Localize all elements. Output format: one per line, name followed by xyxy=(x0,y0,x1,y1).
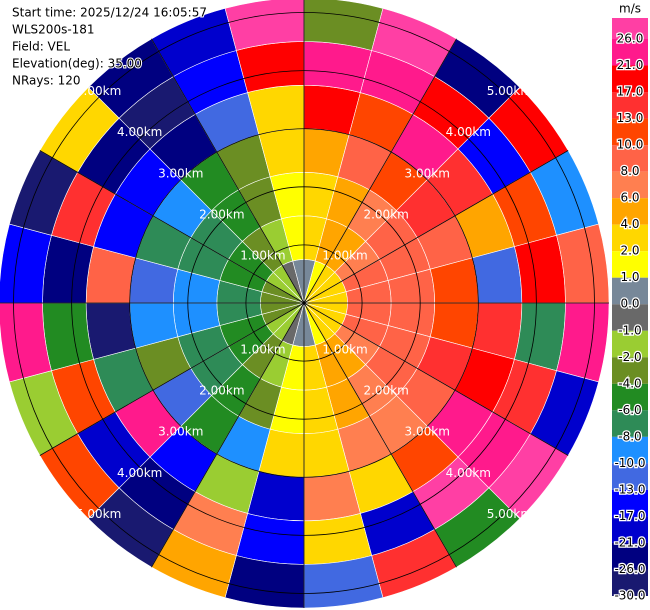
velocity-cell xyxy=(0,302,52,383)
colorbar-segment xyxy=(612,171,648,199)
range-label: 3.00km xyxy=(405,166,450,180)
colorbar-segment xyxy=(612,516,648,543)
range-label: 5.00km xyxy=(76,84,121,98)
colorbar-label: -2.0 xyxy=(618,350,641,364)
colorbar-segment xyxy=(612,569,648,596)
colorbar-segment xyxy=(612,463,648,490)
range-label: 5.00km xyxy=(487,507,532,521)
colorbar-label: -6.0 xyxy=(618,403,641,417)
colorbar-segment xyxy=(612,145,648,172)
colorbar-segment xyxy=(612,410,648,437)
range-label: 5.00km xyxy=(76,507,121,521)
colorbar-segment xyxy=(612,92,648,119)
colorbar-segment xyxy=(612,65,648,93)
velocity-cell xyxy=(303,513,373,565)
colorbar-label: 0.0 xyxy=(620,297,639,311)
range-label: 2.00km xyxy=(199,207,244,221)
azimuth-line xyxy=(151,302,305,568)
azimuth-line xyxy=(303,302,569,456)
azimuth-line xyxy=(303,150,569,304)
azimuth-line xyxy=(39,302,305,456)
velocity-cell xyxy=(514,234,566,304)
colorbar-label: 26.0 xyxy=(617,32,644,46)
colorbar-segment xyxy=(612,198,648,225)
colorbar-segment xyxy=(612,118,648,146)
colorbar-label: 17.0 xyxy=(617,85,644,99)
header: Start time: 2025/12/24 16:05:57 WLS200s-1… xyxy=(11,5,208,89)
colorbar-unit: m/s xyxy=(619,2,641,16)
colorbar-segment xyxy=(612,436,648,464)
colorbar-label: 4.0 xyxy=(620,217,639,231)
colorbar-label: -1.0 xyxy=(618,323,641,337)
header-line: NRays: 120 xyxy=(12,74,81,88)
colorbar-segment xyxy=(612,542,648,570)
range-label: 2.00km xyxy=(363,384,408,398)
colorbar-label: 2.0 xyxy=(620,244,639,258)
range-label: 4.00km xyxy=(117,125,162,139)
colorbar-segment xyxy=(612,224,648,252)
colorbar-label: 21.0 xyxy=(617,58,644,72)
header-line: Elevation(deg): 35.00 xyxy=(12,57,142,71)
colorbar-segment xyxy=(612,330,648,358)
range-label: 1.00km xyxy=(240,343,285,357)
velocity-cell xyxy=(514,302,566,372)
colorbar-segment xyxy=(612,277,648,305)
colorbar-label: -26.0 xyxy=(614,562,645,576)
velocity-cell xyxy=(235,41,305,93)
azimuth-line xyxy=(303,302,457,568)
colorbar-label: -13.0 xyxy=(614,482,645,496)
range-label: 3.00km xyxy=(158,166,203,180)
colorbar-label: -30.0 xyxy=(614,589,645,603)
range-label: 5.00km xyxy=(487,84,532,98)
velocity-cell xyxy=(224,0,305,51)
header-line: Start time: 2025/12/24 16:05:57 xyxy=(12,6,207,20)
header-line: WLS200s-181 xyxy=(12,23,95,37)
colorbar-label: 8.0 xyxy=(620,164,639,178)
header-line: Field: VEL xyxy=(12,40,70,54)
azimuth-line xyxy=(39,150,305,304)
range-label: 3.00km xyxy=(158,425,203,439)
colorbar-segment xyxy=(612,383,648,411)
colorbar-label: 6.0 xyxy=(620,191,639,205)
velocity-cell xyxy=(235,513,305,565)
range-label: 4.00km xyxy=(446,466,491,480)
labels: 1.00km 1.00km 1.00km 1.00km 2.00km 2.00km 2.00… xyxy=(76,84,532,521)
range-label: 3.00km xyxy=(405,425,450,439)
azimuth-line xyxy=(303,38,457,304)
range-label: 1.00km xyxy=(322,248,367,262)
colorbar-label: 1.0 xyxy=(620,270,639,284)
colorbar-label: 13.0 xyxy=(617,111,644,125)
colorbar-segment xyxy=(612,489,648,517)
velocity-cell xyxy=(303,41,373,93)
colorbar-label: -4.0 xyxy=(618,376,641,390)
colorbar-segment xyxy=(612,18,648,39)
colorbar: m/s 26.0 21.0 17.0 13.0 10.0 8.0 6.0 4.0 2.0 1.0 0.… xyxy=(612,2,648,604)
range-label: 1.00km xyxy=(322,343,367,357)
colorbar-label: 10.0 xyxy=(617,138,644,152)
colorbar-segment xyxy=(612,304,648,331)
colorbar-label: -17.0 xyxy=(614,509,645,523)
colorbar-segment xyxy=(612,39,648,66)
velocity-cell xyxy=(42,234,94,304)
colorbar-label: -8.0 xyxy=(618,429,641,443)
velocity-cell xyxy=(42,302,94,372)
colorbar-label: -21.0 xyxy=(614,535,645,549)
azimuth-line xyxy=(151,38,305,304)
range-label: 2.00km xyxy=(199,384,244,398)
range-label: 1.00km xyxy=(240,248,285,262)
colorbar-segment xyxy=(612,251,648,278)
colorbar-segment xyxy=(612,357,648,384)
range-label: 4.00km xyxy=(446,125,491,139)
grid xyxy=(0,0,609,608)
range-label: 4.00km xyxy=(117,466,162,480)
range-label: 2.00km xyxy=(363,207,408,221)
colorbar-label: -10.0 xyxy=(614,456,645,470)
